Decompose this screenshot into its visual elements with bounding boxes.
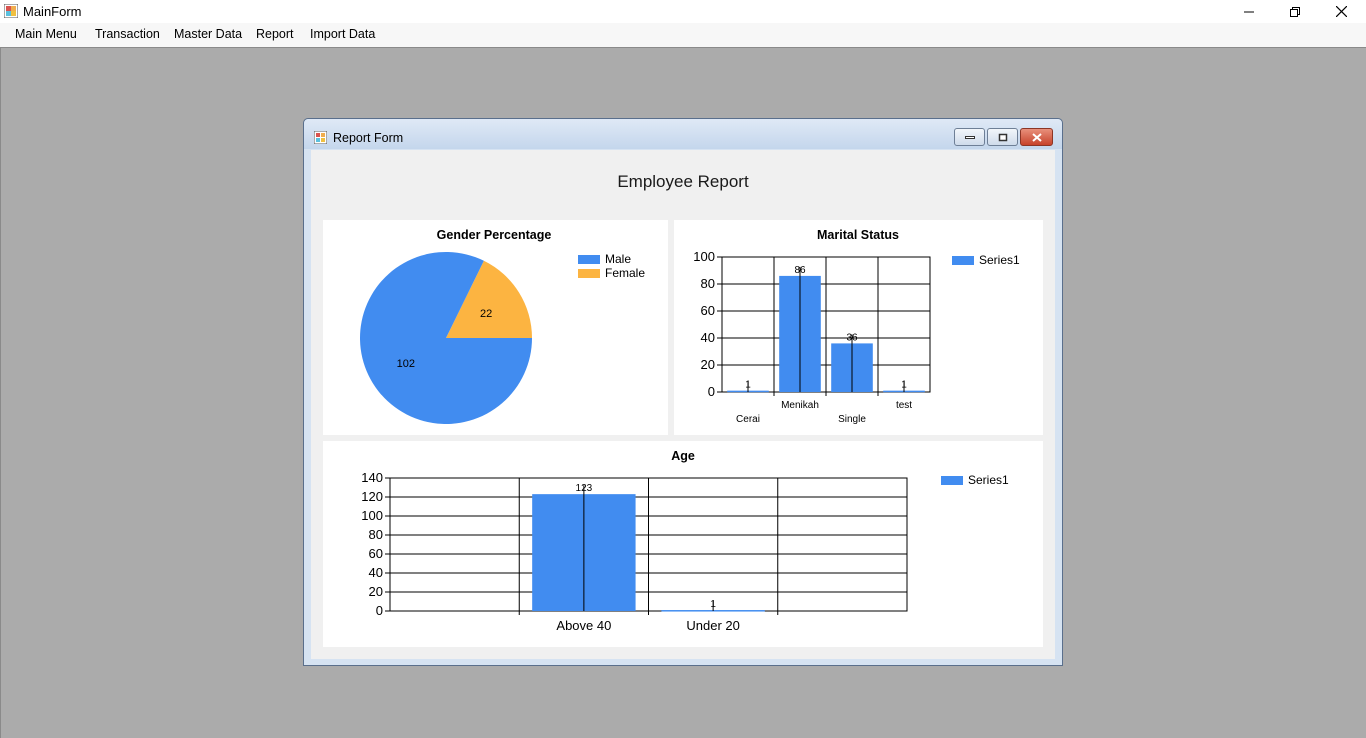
tick-label-y-60: 60 [701,303,715,318]
data-label-test: 1 [901,380,907,391]
legend-label-age: Series1 [968,473,1009,487]
marital-chart-panel: Marital Status 0 20 40 60 80 100 1 Cerai 86 Menik… [674,220,1043,435]
menu-import-data[interactable]: Import Data [310,27,376,41]
legend-item-marital-series1: Series1 [952,253,1020,267]
form-minimize-button[interactable] [954,128,985,146]
form-close-button[interactable] [1020,128,1053,146]
legend-label-female: Female [605,266,646,280]
pie-label-male: 102 [397,358,415,370]
legend-label-marital: Series1 [979,253,1020,267]
marital-chart-title: Marital Status [817,228,899,242]
minimize-button[interactable] [1226,0,1272,23]
legend-swatch-male [578,254,600,264]
close-icon [1335,6,1347,17]
data-label-menikah: 86 [794,265,806,276]
app-icon [4,4,18,18]
report-heading: Employee Report [617,172,749,191]
legend-label-male: Male [605,252,632,266]
menu-master-data[interactable]: Master Data [174,27,243,41]
menu-report[interactable]: Report [256,27,294,41]
report-form-window: Report Form Employee Report Gender Perce… [303,118,1063,666]
report-form-client: Employee Report Gender Percentage 22 102 … [311,150,1055,659]
legend-swatch-marital [952,255,974,265]
legend-swatch-female [578,268,600,278]
gender-chart-panel: Gender Percentage 22 102 Male Female [323,220,668,435]
legend-item-male: Male [578,252,631,266]
tick-label-y-140: 140 [361,470,383,485]
main-title-bar: MainForm [0,0,1366,23]
report-form-title-bar[interactable]: Report Form [304,119,1062,149]
minimize-icon [964,136,975,139]
close-button[interactable] [1318,0,1364,23]
tick-label-y-40: 40 [369,565,383,580]
age-chart-panel: Age 0 20 40 60 80 100 120 140 123 Above 40 1 Under … [323,441,1043,647]
data-label-single: 36 [846,332,858,343]
tick-label-x-above-40: Above 40 [556,618,611,633]
pie-slice-male [360,251,532,424]
tick-label-y-120: 120 [361,489,383,504]
menu-main-menu[interactable]: Main Menu [15,27,77,41]
data-label-above-40: 123 [576,483,593,494]
close-icon [1031,132,1042,142]
data-label-under-20: 1 [710,599,716,610]
form-icon [314,131,327,144]
menu-bar: Main Menu Transaction Master Data Report… [0,23,1366,47]
tick-label-y-80: 80 [369,527,383,542]
restore-button[interactable] [1272,0,1318,23]
tick-label-x-test: test [896,400,912,411]
tick-label-y-40: 40 [701,330,715,345]
legend-swatch-age [941,475,963,485]
tick-label-y-20: 20 [369,584,383,599]
gender-pie-chart: 22 102 [360,251,532,424]
tick-label-x-menikah: Menikah [781,400,819,411]
tick-label-y-80: 80 [701,276,715,291]
tick-label-x-under-20: Under 20 [686,618,739,633]
marital-bar-chart: 0 20 40 60 80 100 1 Cerai 86 Menikah 36 Single 1 test [693,249,931,425]
menu-transaction[interactable]: Transaction [95,27,160,41]
tick-label-y-20: 20 [701,357,715,372]
legend-item-age-series1: Series1 [941,473,1009,487]
tick-label-y-0: 0 [376,603,383,618]
restore-icon [998,133,1007,141]
tick-label-y-100: 100 [693,249,715,264]
minimize-icon [1244,11,1254,12]
tick-label-x-single: Single [838,414,866,425]
pie-label-female: 22 [480,308,492,320]
age-bar-chart: 0 20 40 60 80 100 120 140 123 Above 40 1 Under 20 [361,470,908,633]
report-form-title: Report Form [333,131,404,145]
gender-chart-title: Gender Percentage [436,228,552,242]
age-chart-title: Age [671,449,695,463]
pie-slice-female [446,260,532,338]
legend-item-female: Female [578,266,645,280]
tick-label-x-cerai: Cerai [736,414,760,425]
app-title: MainForm [23,4,82,19]
tick-label-y-100: 100 [361,508,383,523]
tick-label-y-60: 60 [369,546,383,561]
data-label-cerai: 1 [745,380,751,391]
restore-icon [1290,6,1300,17]
form-restore-button[interactable] [987,128,1018,146]
tick-label-y-0: 0 [708,384,715,399]
